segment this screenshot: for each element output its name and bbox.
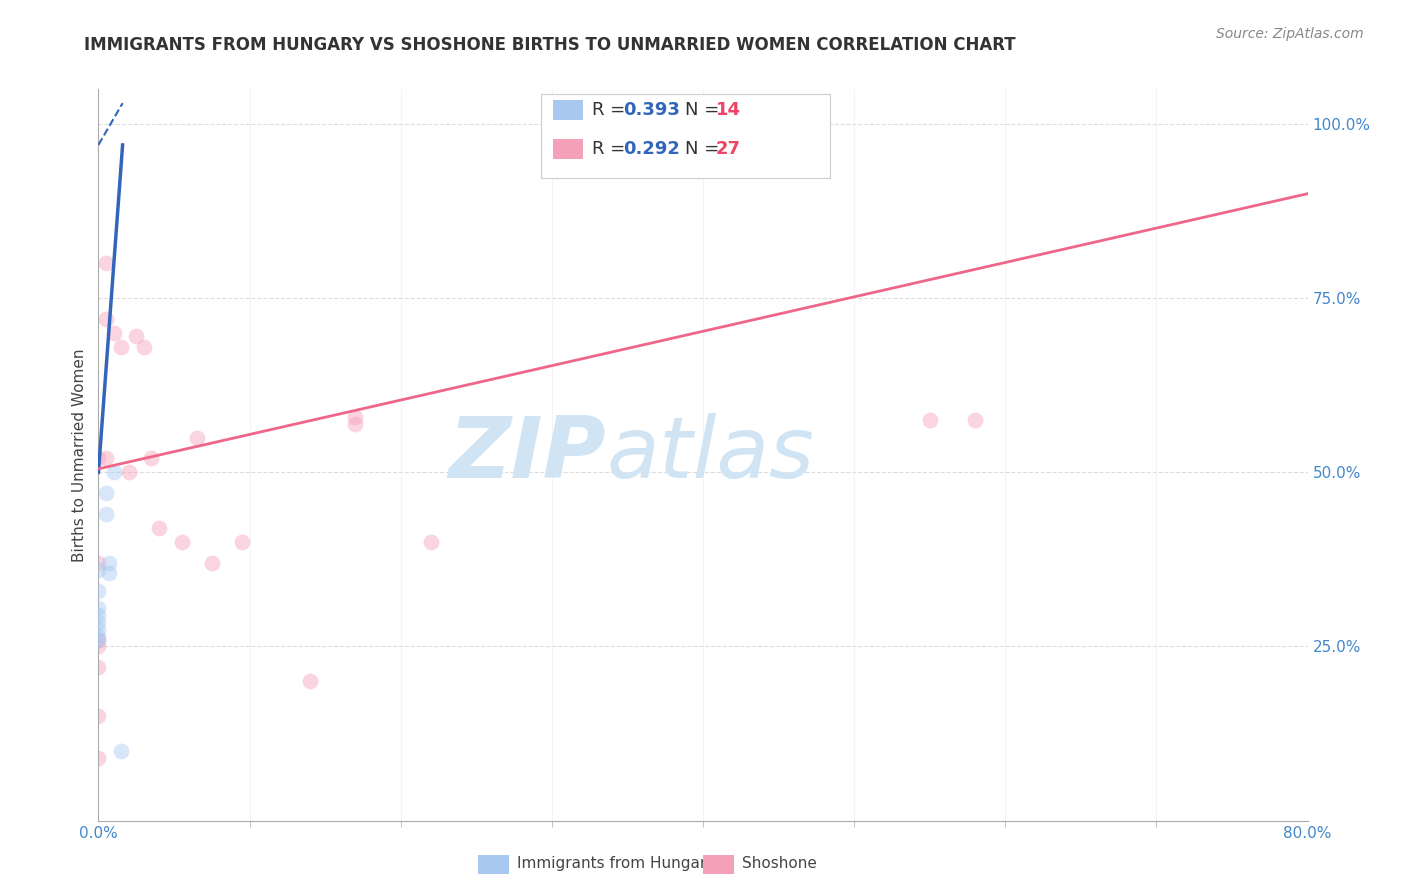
Point xyxy=(87,451,110,466)
Text: R =: R = xyxy=(592,101,631,119)
Point xyxy=(110,744,132,758)
Point xyxy=(87,660,110,674)
Point xyxy=(299,674,322,689)
Text: ZIP: ZIP xyxy=(449,413,606,497)
Text: atlas: atlas xyxy=(606,413,814,497)
Point xyxy=(94,486,117,500)
Point xyxy=(132,340,155,354)
Point xyxy=(87,583,110,598)
Text: 27: 27 xyxy=(716,140,741,158)
Point xyxy=(103,326,125,340)
Point xyxy=(87,751,110,765)
Point xyxy=(344,409,367,424)
Point xyxy=(98,566,121,581)
Point xyxy=(918,413,941,427)
Point xyxy=(87,563,110,577)
Point xyxy=(87,709,110,723)
Text: Shoshone: Shoshone xyxy=(742,856,817,871)
Point xyxy=(94,256,117,270)
Point xyxy=(965,413,987,427)
Text: IMMIGRANTS FROM HUNGARY VS SHOSHONE BIRTHS TO UNMARRIED WOMEN CORRELATION CHART: IMMIGRANTS FROM HUNGARY VS SHOSHONE BIRT… xyxy=(84,36,1017,54)
Point xyxy=(98,556,121,570)
Point xyxy=(87,556,110,570)
Point xyxy=(87,601,110,615)
Point xyxy=(87,640,110,654)
Point xyxy=(94,312,117,326)
Point xyxy=(125,329,148,343)
Point xyxy=(148,521,170,535)
Text: N =: N = xyxy=(685,140,724,158)
Point xyxy=(87,632,110,647)
Point xyxy=(103,466,125,480)
Point xyxy=(110,340,132,354)
Point xyxy=(186,430,208,444)
Point xyxy=(141,451,163,466)
Text: 14: 14 xyxy=(716,101,741,119)
Point xyxy=(87,632,110,647)
Point xyxy=(87,608,110,623)
Point xyxy=(87,622,110,636)
Point xyxy=(94,507,117,521)
Point xyxy=(87,629,110,643)
Text: 0.292: 0.292 xyxy=(623,140,679,158)
Point xyxy=(87,615,110,629)
Point xyxy=(201,556,224,570)
Point xyxy=(420,535,443,549)
Point xyxy=(344,417,367,431)
Text: Source: ZipAtlas.com: Source: ZipAtlas.com xyxy=(1216,27,1364,41)
Text: 0.393: 0.393 xyxy=(623,101,679,119)
Text: R =: R = xyxy=(592,140,631,158)
Text: Immigrants from Hungary: Immigrants from Hungary xyxy=(517,856,716,871)
Point xyxy=(118,466,141,480)
Text: N =: N = xyxy=(685,101,724,119)
Point xyxy=(170,535,193,549)
Point xyxy=(231,535,253,549)
Y-axis label: Births to Unmarried Women: Births to Unmarried Women xyxy=(72,348,87,562)
Point xyxy=(94,451,117,466)
